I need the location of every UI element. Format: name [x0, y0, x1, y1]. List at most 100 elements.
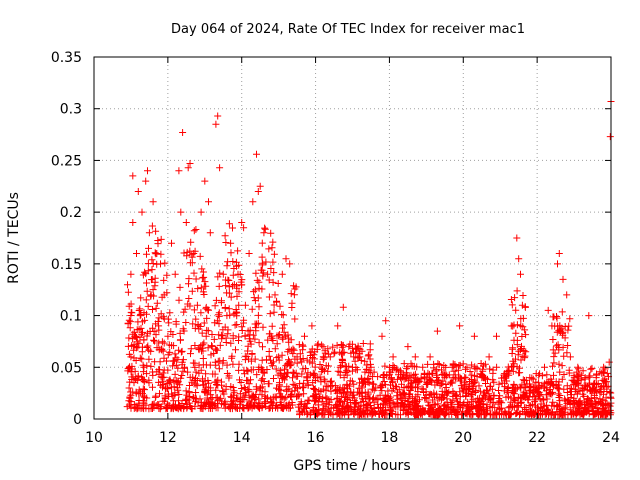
data-point [286, 260, 294, 268]
data-point [433, 327, 441, 335]
data-point [275, 353, 283, 361]
data-point [260, 229, 268, 237]
data-point [256, 182, 264, 190]
data-point [404, 343, 412, 351]
data-point [129, 219, 137, 226]
data-point [138, 208, 146, 216]
data-point [581, 374, 589, 382]
data-point [605, 358, 613, 366]
grid-lines [94, 57, 611, 419]
data-point [145, 229, 153, 237]
data-point [554, 260, 561, 268]
data-point [123, 403, 131, 411]
data-point [541, 363, 548, 371]
y-tick-label: 0.25 [51, 153, 82, 169]
data-point [127, 353, 135, 361]
data-point [234, 270, 242, 278]
y-tick-label: 0.05 [51, 360, 82, 376]
x-tick-label: 24 [602, 430, 620, 446]
data-point [158, 374, 166, 382]
data-point [179, 129, 187, 136]
data-point [177, 208, 185, 216]
data-point [301, 332, 308, 340]
data-point [517, 270, 524, 278]
x-tick-label: 16 [307, 430, 325, 446]
data-point [278, 270, 286, 278]
data-point [282, 255, 290, 263]
data-point [136, 312, 144, 320]
data-point [485, 353, 493, 361]
data-point [241, 301, 249, 309]
data-point [223, 312, 231, 320]
data-point [190, 250, 198, 257]
data-point [197, 208, 205, 216]
data-point [147, 291, 155, 299]
data-point [526, 374, 534, 382]
data-point [493, 332, 500, 340]
data-point [271, 291, 279, 299]
y-tick-label: 0.15 [51, 257, 82, 273]
data-point [160, 291, 168, 299]
data-point [378, 332, 386, 340]
data-point [349, 363, 356, 371]
x-tick-label: 18 [381, 430, 399, 446]
data-point [513, 234, 521, 242]
data-point [592, 374, 600, 382]
data-point [574, 363, 582, 371]
data-point [186, 160, 194, 167]
data-point [153, 250, 161, 257]
data-point [157, 260, 164, 268]
data-point [164, 332, 172, 340]
data-point [533, 384, 541, 392]
data-point [144, 167, 151, 175]
y-axis-label: ROTI / TECUs [6, 192, 22, 284]
x-axis-ticks: 10 12 14 16 18 20 22 24 [85, 57, 620, 446]
y-tick-label: 0 [73, 412, 82, 428]
data-point [175, 167, 183, 175]
data-point [140, 363, 148, 371]
data-point [339, 303, 347, 311]
data-point [193, 301, 201, 309]
data-point [367, 363, 375, 371]
data-point [389, 353, 397, 361]
data-point [606, 133, 614, 141]
data-point [181, 363, 188, 371]
data-point [312, 374, 320, 382]
data-point [267, 332, 275, 340]
data-point [308, 322, 316, 330]
data-point [205, 198, 212, 206]
data-point [507, 322, 515, 330]
x-axis-label: GPS time / hours [293, 458, 410, 474]
data-point [227, 239, 235, 247]
data-point [238, 219, 246, 226]
x-tick-label: 10 [85, 430, 103, 446]
data-point [245, 250, 253, 257]
data-point [566, 353, 574, 361]
data-point [426, 353, 434, 361]
y-tick-label: 0.2 [60, 205, 82, 221]
data-point [345, 343, 353, 351]
data-point [555, 250, 563, 257]
data-point [171, 270, 179, 278]
data-point [264, 270, 272, 278]
data-point [319, 343, 327, 351]
x-tick-label: 12 [159, 430, 177, 446]
x-tick-label: 22 [528, 430, 546, 446]
y-tick-label: 0.35 [51, 50, 82, 66]
data-point [518, 301, 526, 309]
data-point [254, 188, 262, 195]
data-point [127, 270, 135, 278]
data-point [230, 281, 238, 288]
data-point [182, 219, 190, 226]
data-point [515, 255, 523, 263]
y-tick-label: 0.1 [60, 309, 82, 325]
data-point [544, 306, 552, 314]
y-axis-ticks: 0 0.05 0.1 0.15 0.2 0.25 0.3 0.35 [51, 50, 611, 428]
data-point [448, 363, 456, 371]
data-point [149, 198, 157, 206]
data-point [397, 374, 404, 382]
data-point [419, 363, 427, 371]
data-point [334, 322, 342, 330]
x-tick-label: 14 [233, 430, 251, 446]
